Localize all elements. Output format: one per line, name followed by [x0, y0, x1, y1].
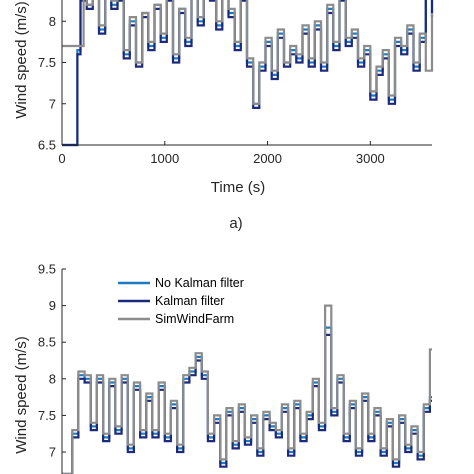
chart-a-x-tick-label: 3000 — [356, 151, 385, 166]
chart-a-y-tick-label: 7 — [49, 96, 56, 111]
chart-a-series-group — [62, 0, 434, 147]
chart-b-y-ticks: 7 7.5 8 8.5 9 9.5 — [38, 262, 66, 460]
chart-b-series-group — [62, 304, 432, 474]
chart-b-y-tick-label: 8 — [49, 371, 56, 386]
chart-b: 7 7.5 8 8.5 9 9.5 Wind speed (m/s) No Kalman … — [13, 262, 432, 474]
chart-a-y-tick-label: 7.5 — [38, 55, 56, 70]
legend-label-no-kalman: No Kalman filter — [155, 276, 244, 290]
chart-b-line-simwindfarm — [62, 304, 432, 474]
chart-a: 0 1000 2000 3000 6.5 7 7.5 8 Time (s) Wind spe… — [13, 0, 434, 232]
chart-b-line-kalman-filter — [62, 333, 432, 474]
chart-b-y-tick-label: 7.5 — [38, 408, 56, 423]
chart-a-x-ticks: 0 1000 2000 3000 — [58, 141, 385, 166]
chart-b-line-no-kalman-filter — [62, 326, 432, 474]
chart-b-y-tick-label: 9.5 — [38, 262, 56, 277]
chart-b-y-axis-label: Wind speed (m/s) — [13, 336, 30, 454]
chart-a-panel-label: a) — [229, 215, 242, 232]
chart-a-line-series-3 — [62, 0, 434, 105]
chart-a-x-tick-label: 2000 — [253, 151, 282, 166]
chart-a-y-tick-label: 8 — [49, 14, 56, 29]
chart-a-x-tick-label: 0 — [58, 151, 65, 166]
chart-a-y-ticks: 6.5 7 7.5 8 — [38, 14, 66, 153]
chart-b-y-tick-label: 7 — [49, 445, 56, 460]
chart-b-y-tick-label: 9 — [49, 298, 56, 313]
chart-b-legend: No Kalman filter Kalman filter SimWindFa… — [118, 276, 244, 326]
chart-a-x-axis-label: Time (s) — [211, 179, 265, 196]
chart-b-y-tick-label: 8.5 — [38, 335, 56, 350]
chart-a-y-axis-label: Wind speed (m/s) — [13, 1, 30, 119]
legend-label-kalman: Kalman filter — [155, 294, 224, 308]
chart-a-x-tick-label: 1000 — [150, 151, 179, 166]
legend-label-simwindfarm: SimWindFarm — [155, 312, 234, 326]
chart-a-y-tick-label: 6.5 — [38, 138, 56, 153]
